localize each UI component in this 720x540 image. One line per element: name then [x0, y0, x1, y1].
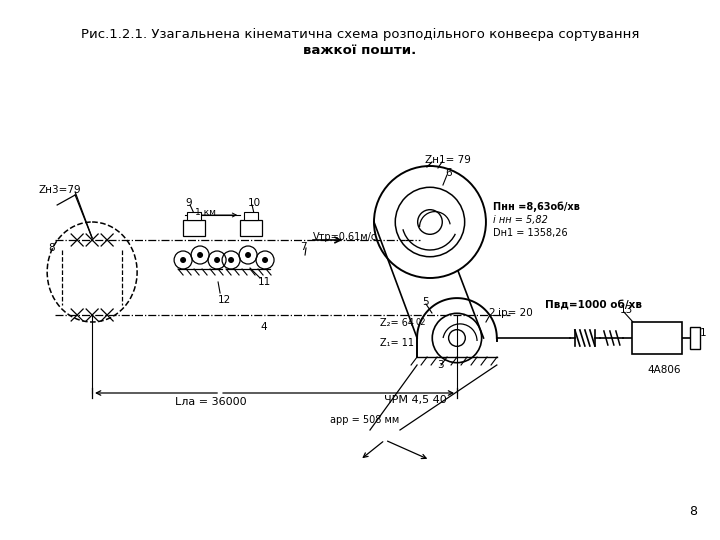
Text: 8: 8 [689, 505, 697, 518]
Text: Пвд=1000 об/хв: Пвд=1000 об/хв [545, 300, 642, 310]
Bar [240, 220, 262, 236]
Text: Dн1 = 1358,26: Dн1 = 1358,26 [493, 228, 567, 238]
Text: Lла = 36000: Lла = 36000 [175, 397, 247, 407]
Text: 5: 5 [422, 297, 428, 307]
Text: 3: 3 [437, 360, 444, 370]
Text: важкої пошти.: важкої пошти. [303, 44, 417, 57]
Circle shape [228, 257, 234, 263]
Text: 6: 6 [445, 168, 451, 178]
Text: Vтр=0,61м/с: Vтр=0,61м/с [313, 232, 377, 242]
Circle shape [245, 252, 251, 258]
Text: 4А806: 4А806 [648, 365, 681, 375]
Text: 11: 11 [258, 277, 271, 287]
Text: Zн1= 79: Zн1= 79 [425, 155, 471, 165]
Text: Пнн =8,63об/хв: Пнн =8,63об/хв [493, 202, 580, 213]
Text: 10: 10 [248, 198, 261, 208]
Text: 8: 8 [48, 243, 55, 253]
Circle shape [262, 257, 268, 263]
Bar [690, 327, 700, 349]
Text: 13: 13 [620, 305, 633, 315]
Text: Z₂= 64: Z₂= 64 [380, 318, 414, 328]
Circle shape [197, 252, 203, 258]
Circle shape [180, 257, 186, 263]
Text: 02: 02 [416, 318, 426, 327]
Bar [632, 322, 682, 354]
Text: i нн = 5,82: i нн = 5,82 [493, 215, 548, 225]
Bar [244, 212, 258, 220]
Text: 1: 1 [700, 328, 706, 338]
Text: 9: 9 [185, 198, 192, 208]
Circle shape [214, 257, 220, 263]
Text: Рис.1.2.1. Узагальнена кiнематична схема розподiльного конвеєра сортування: Рис.1.2.1. Узагальнена кiнематична схема… [81, 28, 639, 41]
Text: 12: 12 [218, 295, 231, 305]
Text: ЧРМ 4,5 40: ЧРМ 4,5 40 [384, 395, 446, 405]
Bar [187, 212, 201, 220]
Text: Z₁= 11: Z₁= 11 [380, 338, 414, 348]
Text: 7: 7 [300, 242, 307, 252]
Text: 4: 4 [260, 322, 266, 332]
Text: арр = 508 мм: арр = 508 мм [330, 415, 400, 425]
Text: 1 км: 1 км [194, 208, 215, 217]
Bar [183, 220, 205, 236]
Text: Zн3=79: Zн3=79 [38, 185, 81, 195]
Text: iр= 20: iр= 20 [498, 308, 533, 318]
Text: 2: 2 [488, 308, 495, 318]
